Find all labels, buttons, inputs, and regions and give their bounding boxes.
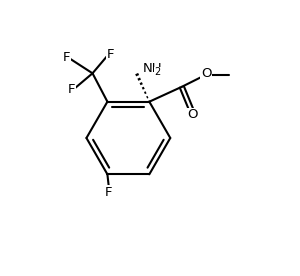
Text: O: O: [187, 108, 198, 121]
Text: NH: NH: [143, 62, 163, 75]
Text: 2: 2: [154, 67, 161, 77]
Text: F: F: [68, 83, 76, 96]
Text: O: O: [201, 67, 211, 80]
Text: F: F: [62, 51, 70, 63]
Text: F: F: [107, 48, 114, 61]
Text: F: F: [105, 186, 112, 199]
